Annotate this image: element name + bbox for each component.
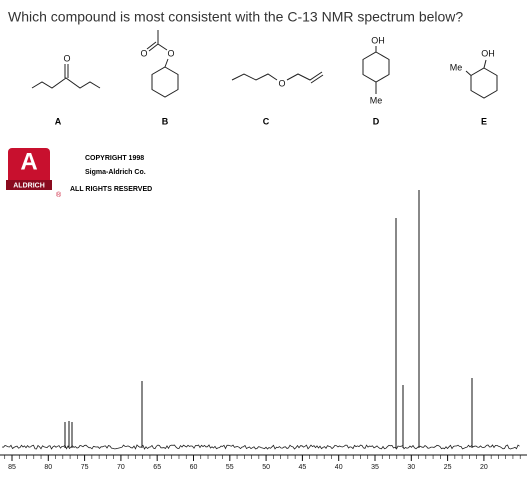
- bond: [164, 58, 169, 68]
- tick-label: 75: [81, 464, 89, 471]
- structure-a: [31, 77, 101, 89]
- compound-label: A: [55, 116, 62, 126]
- tick-label: 25: [444, 464, 452, 471]
- atom-label: O: [140, 48, 147, 58]
- structure-b: [151, 66, 179, 98]
- tick-label: 60: [190, 464, 198, 471]
- tick-label: 35: [371, 464, 379, 471]
- logo: [8, 148, 50, 188]
- bond: [157, 30, 168, 51]
- bond: [146, 41, 157, 50]
- tick-label: 30: [407, 464, 415, 471]
- baseline-noise: [1, 444, 520, 450]
- question: Which compound is most consistent with t…: [8, 9, 463, 25]
- bond: [483, 59, 487, 69]
- structure-e: [470, 67, 498, 99]
- compound-label: C: [263, 116, 270, 126]
- bond: [148, 43, 159, 52]
- tick-label: 70: [117, 464, 125, 471]
- atom-label: Me: [370, 95, 383, 105]
- atom-label: O: [167, 48, 174, 58]
- structure-c: [231, 73, 278, 81]
- logo-letter: A: [20, 148, 37, 175]
- tick-label: 65: [153, 464, 161, 471]
- tick-label: 45: [299, 464, 307, 471]
- atom-label: OH: [481, 48, 495, 58]
- spectrum: [64, 190, 473, 448]
- tick-label: 85: [8, 464, 16, 471]
- atom-label: O: [278, 78, 285, 88]
- copyright-line: Sigma-Aldrich Co.: [85, 169, 146, 176]
- logo-mark: ®: [56, 191, 62, 199]
- compound-label: E: [481, 116, 487, 126]
- tick-label: 20: [480, 464, 488, 471]
- atom-label: Me: [450, 62, 463, 72]
- bond: [286, 71, 323, 81]
- structure-d: [362, 51, 390, 83]
- tick-label: 55: [226, 464, 234, 471]
- tick-label: 40: [335, 464, 343, 471]
- atom-label: OH: [371, 35, 385, 45]
- copyright-line: COPYRIGHT 1998: [85, 155, 144, 162]
- tick-label: 50: [262, 464, 270, 471]
- logo-banner: [6, 180, 52, 190]
- compound-label: D: [373, 116, 380, 126]
- logo-name: ALDRICH: [13, 182, 45, 189]
- atom-label: O: [63, 53, 70, 63]
- bond: [310, 74, 324, 84]
- copyright-line: ALL RIGHTS RESERVED: [70, 186, 152, 193]
- tick-label: 80: [44, 464, 52, 471]
- bond: [465, 70, 472, 76]
- compound-label: B: [162, 116, 169, 126]
